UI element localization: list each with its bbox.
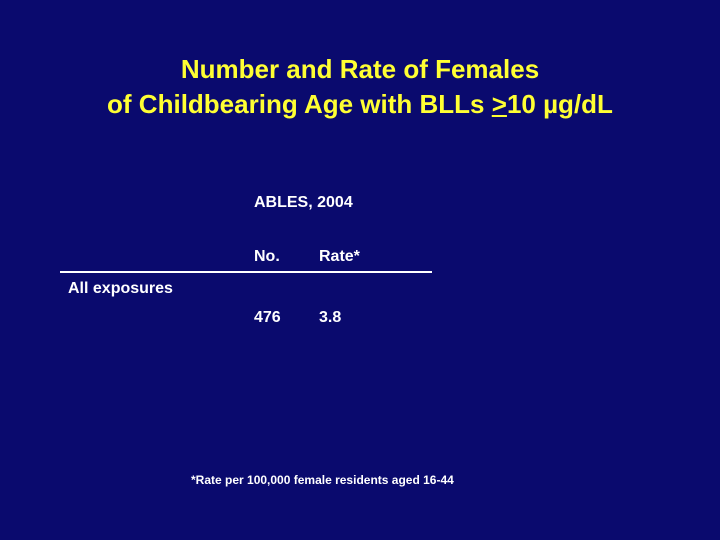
slide-title: Number and Rate of Females of Childbeari…: [0, 52, 720, 122]
table-caption: ABLES, 2004: [254, 194, 353, 211]
column-header-number: No.: [254, 248, 280, 265]
footnote: *Rate per 100,000 female residents aged …: [191, 473, 454, 487]
table-header-divider: [60, 271, 432, 273]
column-header-rate: Rate*: [319, 248, 360, 265]
slide-title-line-2: of Childbearing Age with BLLs >10 µg/dL: [0, 87, 720, 122]
row-label-all-exposures: All exposures: [68, 280, 173, 297]
cell-rate-all-exposures: 3.8: [319, 309, 342, 326]
title-line-2-suffix: 10 µg/dL: [506, 89, 613, 119]
cell-number-all-exposures: 476: [254, 309, 281, 326]
slide-title-line-1: Number and Rate of Females: [180, 54, 540, 84]
title-line-2-prefix: of Childbearing Age with BLLs: [107, 89, 492, 119]
title-greater-than-sign: >: [491, 89, 507, 119]
